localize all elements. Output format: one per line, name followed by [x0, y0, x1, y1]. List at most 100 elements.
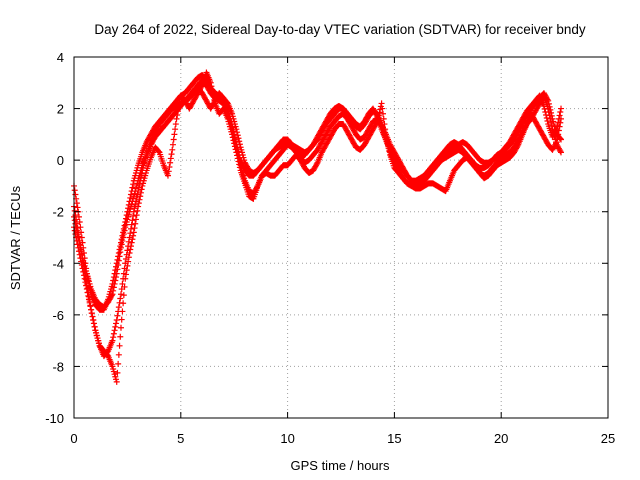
x-tick-label: 25 — [601, 431, 615, 446]
data-point-interp — [124, 262, 131, 269]
data-point-interp — [127, 225, 134, 232]
data-point-interp — [117, 333, 124, 340]
data-point-interp — [75, 237, 82, 244]
data-point — [88, 306, 95, 313]
data-point-interp — [133, 212, 140, 219]
data-point-interp — [125, 238, 132, 245]
data-point-interp — [379, 105, 386, 112]
data-point-interp — [234, 132, 241, 139]
data-point-interp — [138, 186, 145, 193]
data-point-interp — [72, 191, 79, 198]
x-tick-label: 20 — [494, 431, 508, 446]
data-point — [130, 229, 137, 236]
data-point — [113, 270, 120, 277]
data-point-interp — [545, 100, 552, 107]
data-point-interp — [111, 327, 118, 334]
data-point-interp — [116, 253, 123, 260]
data-point-interp — [235, 135, 242, 142]
data-point — [164, 172, 171, 179]
data-point-interp — [136, 196, 143, 203]
y-tick-label: 4 — [57, 50, 64, 65]
data-point-interp — [555, 119, 562, 126]
data-point — [553, 126, 560, 133]
chart-title: Day 264 of 2022, Sidereal Day-to-day VTE… — [94, 22, 585, 37]
data-point-interp — [123, 267, 130, 274]
data-point-interp — [77, 244, 84, 251]
data-point-interp — [381, 121, 388, 128]
data-point-interp — [554, 135, 561, 142]
data-point — [126, 249, 133, 256]
data-point-interp — [553, 127, 560, 134]
data-point-interp — [120, 231, 127, 238]
data-point-interp — [170, 136, 177, 143]
data-point-interp — [119, 237, 126, 244]
data-point-interp — [544, 96, 551, 103]
data-point-interp — [74, 204, 81, 211]
data-point-interp — [120, 300, 127, 307]
data-point-interp — [128, 239, 135, 246]
data-point-interp — [132, 216, 139, 223]
data-point-interp — [127, 194, 134, 201]
y-tick-label: 2 — [57, 102, 64, 117]
data-point-interp — [542, 109, 549, 116]
data-point-interp — [117, 295, 124, 302]
y-tick-label: -6 — [52, 308, 64, 323]
data-point-interp — [86, 298, 93, 305]
data-point-interp — [87, 302, 94, 309]
x-axis-label: GPS time / hours — [291, 458, 390, 473]
data-point — [122, 275, 129, 282]
data-point-interp — [172, 121, 179, 128]
axis-ticks — [73, 56, 609, 419]
data-point-interp — [89, 313, 96, 320]
series-track-4 — [71, 77, 565, 311]
data-point-interp — [548, 112, 555, 119]
data-point — [169, 146, 176, 153]
x-tick-label: 0 — [70, 431, 77, 446]
data-point — [117, 291, 124, 298]
data-point-interp — [119, 280, 126, 287]
data-point-interp — [115, 257, 122, 264]
data-point-interp — [380, 115, 387, 122]
data-point-interp — [90, 320, 97, 327]
data-point-interp — [543, 115, 550, 122]
data-point-interp — [132, 220, 139, 227]
x-tick-label: 10 — [280, 431, 294, 446]
data-point-interp — [88, 310, 95, 317]
y-tick-label: 0 — [57, 153, 64, 168]
data-point-interp — [554, 122, 561, 129]
x-tick-labels: 0 5 10 15 20 25 — [70, 431, 615, 446]
data-point — [378, 100, 385, 107]
data-point-interp — [113, 320, 120, 327]
data-point-interp — [118, 241, 125, 248]
data-point-interp — [169, 141, 176, 148]
data-point — [109, 337, 116, 344]
data-point — [545, 97, 552, 104]
data-point-interp — [165, 168, 172, 175]
data-point-interp — [73, 200, 80, 207]
data-point-interp — [168, 151, 175, 158]
data-point-interp — [130, 232, 137, 239]
data-point-interp — [130, 181, 137, 188]
data-point-interp — [110, 284, 117, 291]
data-point-interp — [115, 262, 122, 269]
y-tick-label: -4 — [52, 256, 64, 271]
y-axis-label: SDTVAR / TECUs — [8, 185, 23, 290]
data-point-interp — [544, 118, 551, 125]
data-point-interp — [78, 251, 85, 258]
data-point-interp — [115, 360, 122, 367]
data-points — [71, 69, 565, 385]
data-point-interp — [313, 161, 320, 168]
data-point-interp — [129, 184, 136, 191]
data-point-interp — [137, 193, 144, 200]
data-point — [207, 79, 214, 86]
data-point-interp — [557, 109, 564, 116]
data-point — [558, 105, 565, 112]
data-point — [135, 203, 142, 210]
data-point-interp — [90, 317, 97, 324]
data-point-interp — [128, 221, 135, 228]
y-tick-labels: -10 -8 -6 -4 -2 0 2 4 — [45, 50, 64, 426]
data-point — [553, 139, 560, 146]
data-point-interp — [553, 140, 560, 147]
data-point — [75, 234, 82, 241]
